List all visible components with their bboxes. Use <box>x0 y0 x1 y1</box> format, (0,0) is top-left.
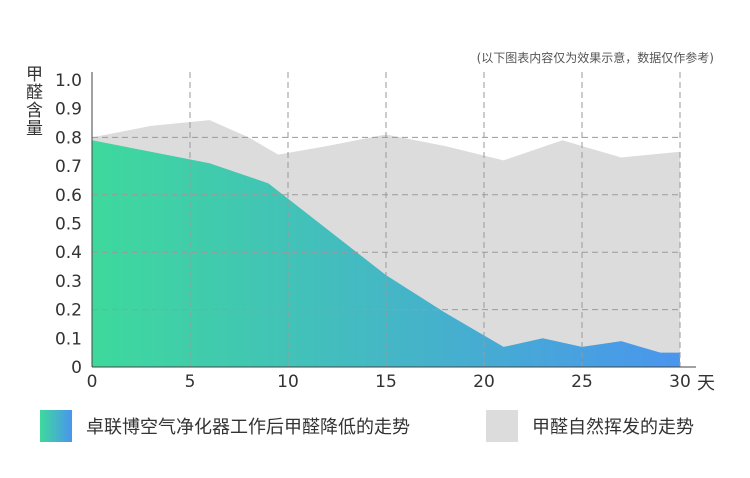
purifier-trend-area <box>92 140 680 367</box>
x-tick-label: 10 <box>277 372 299 392</box>
x-tick-label: 25 <box>571 372 593 392</box>
y-axis-label: 甲醛含量 <box>26 65 43 139</box>
y-tick-label: 0.6 <box>55 186 82 206</box>
y-tick-label: 0.9 <box>55 100 82 120</box>
disclaimer-note: (以下图表内容仅为效果示意，数据仅作参考) <box>476 51 714 65</box>
y-tick-label: 0 <box>71 358 82 378</box>
legend-swatch-gray <box>486 410 518 442</box>
legend-item-purifier: 卓联博空气净化器工作后甲醛降低的走势 <box>40 410 410 442</box>
y-tick-label: 0.2 <box>55 301 82 321</box>
y-tick-label: 0.1 <box>55 329 82 349</box>
x-tick-label: 5 <box>185 372 196 392</box>
legend-label-purifier: 卓联博空气净化器工作后甲醛降低的走势 <box>86 417 410 438</box>
y-tick-label: 0.7 <box>55 157 82 177</box>
y-tick-label: 0.8 <box>55 128 82 148</box>
x-tick-label: 20 <box>473 372 495 392</box>
x-tick-label: 0 <box>87 372 98 392</box>
legend-item-natural: 甲醛自然挥发的走势 <box>486 410 694 442</box>
x-tick-label: 15 <box>375 372 397 392</box>
legend-swatch-gradient <box>40 410 72 442</box>
y-tick-label: 0.3 <box>55 272 82 292</box>
y-tick-label: 1.0 <box>55 71 82 91</box>
y-tick-label: 0.4 <box>55 243 82 263</box>
x-axis-unit-label: 天 <box>697 373 715 394</box>
legend-label-natural: 甲醛自然挥发的走势 <box>532 417 694 438</box>
y-tick-label: 0.5 <box>55 215 82 235</box>
x-tick-label: 30 <box>669 372 691 392</box>
